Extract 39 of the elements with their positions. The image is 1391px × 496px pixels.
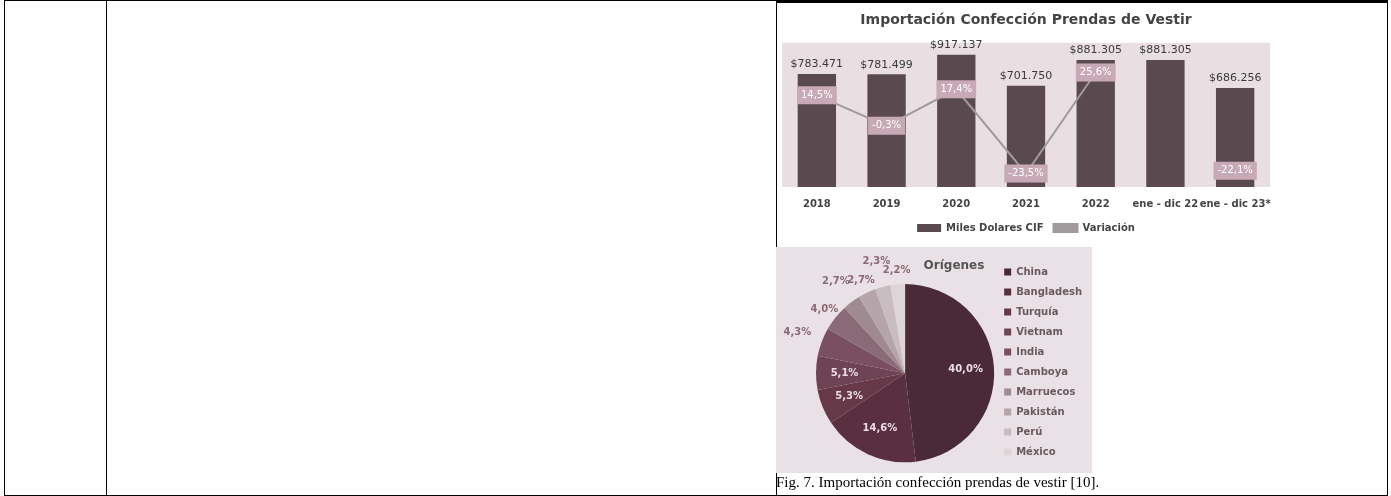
data-label: $783.471 — [790, 57, 844, 71]
chart-title: Importación Confección Prendas de Vestir — [860, 11, 1192, 28]
x-tick-label: 2021 — [1012, 197, 1040, 209]
legend-label: Miles Dolares CIF — [946, 221, 1044, 233]
legend-label: Variación — [1082, 221, 1135, 233]
data-label: 5,3% — [835, 389, 863, 401]
data-label: 2,3% — [862, 255, 891, 267]
data-label: $701.750 — [999, 69, 1053, 83]
data-label: 2,7% — [847, 273, 875, 285]
data-label: $686.256 — [1208, 71, 1262, 85]
legend-label: Pakistán — [1016, 405, 1065, 417]
data-label: $881.305 — [1139, 43, 1192, 57]
legend-label: Bangladesh — [1016, 285, 1083, 297]
legend-label: México — [1016, 445, 1056, 457]
data-label: 40,0% — [948, 363, 983, 375]
data-label: 2,2% — [882, 264, 911, 276]
data-label: $917.137 — [930, 38, 983, 52]
x-tick-label: 2020 — [942, 197, 971, 209]
legend-label: Marruecos — [1016, 385, 1076, 397]
legend-label: Vietnam — [1016, 325, 1064, 337]
data-label: 4,0% — [810, 302, 839, 314]
legend-label: Camboya — [1016, 365, 1068, 377]
text: Orígenes — [923, 258, 985, 273]
data-label: 5,1% — [830, 366, 859, 378]
x-tick-label: 2022 — [1081, 197, 1110, 209]
legend-label: China — [1016, 265, 1048, 277]
x-tick-label: 2019 — [872, 197, 901, 209]
legend-label: India — [1016, 345, 1045, 357]
legend-label: Perú — [1016, 425, 1043, 437]
x-tick-label: ene - dic 23* — [1199, 197, 1272, 209]
data-label: 14,6% — [862, 421, 898, 433]
data-label: 4,3% — [783, 326, 812, 338]
bar — [1146, 59, 1185, 187]
data-label: $781.499 — [860, 57, 913, 71]
caption: Fig. 7. Importación confección prendas de vestir [10]. — [776, 474, 1100, 491]
legend-label: Turquía — [1016, 305, 1059, 317]
data-label: $881.305 — [1069, 43, 1122, 57]
x-tick-label: ene - dic 22 — [1132, 197, 1199, 209]
x-tick-label: 2018 — [802, 197, 831, 209]
